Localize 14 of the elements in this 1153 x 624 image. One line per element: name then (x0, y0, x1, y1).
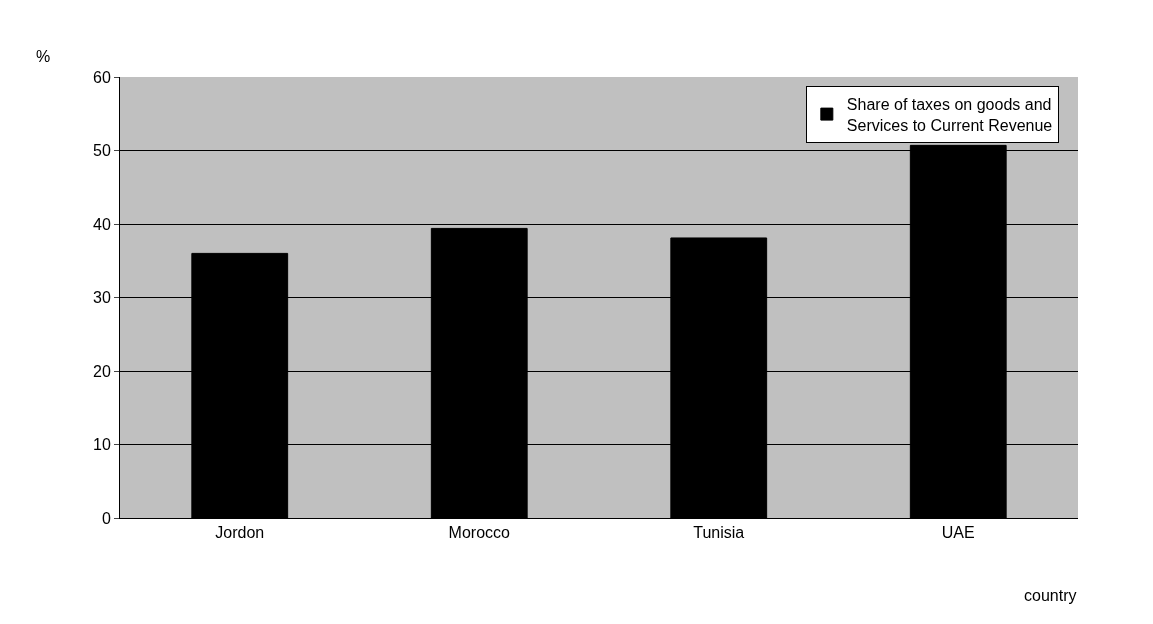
y-tick-label: 30 (93, 289, 111, 307)
x-tick-label: Morocco (448, 524, 511, 542)
x-tick-label: Tunisia (693, 524, 745, 542)
y-axis-title: % (36, 48, 51, 65)
y-tick-label: 10 (93, 436, 111, 454)
legend-label: Share of taxes on goods and Services to Current Revenue (846, 95, 1053, 134)
x-tick-label: Jordon (215, 524, 265, 542)
x-tick-label: UAE (941, 524, 975, 542)
y-tick-label: 50 (93, 142, 111, 160)
y-tick-label: 40 (93, 215, 111, 233)
y-tick-label: 20 (93, 362, 111, 380)
y-tick-label: 0 (101, 509, 111, 527)
y-tick-label: 60 (93, 68, 111, 86)
x-axis-title: country (1024, 587, 1077, 604)
